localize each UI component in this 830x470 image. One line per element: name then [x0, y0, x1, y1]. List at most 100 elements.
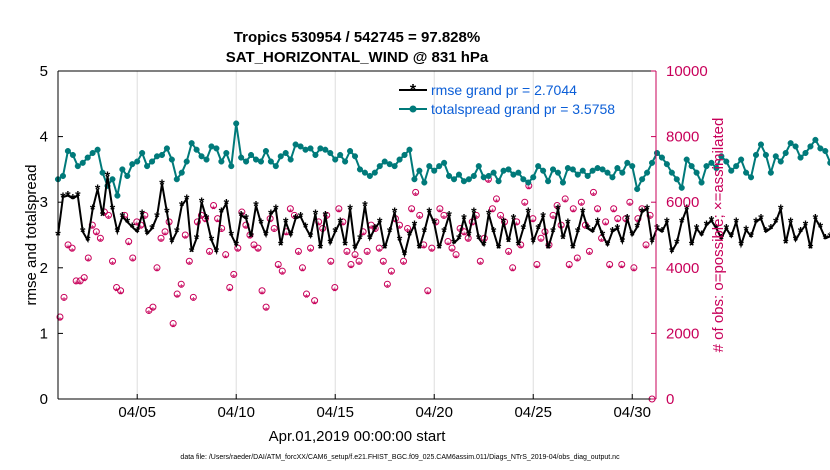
obs-assimilated-point: *: [547, 243, 552, 255]
obs-assimilated-point: *: [478, 260, 483, 272]
obs-assimilated-point: *: [232, 273, 237, 285]
x-tick-label: 04/05: [118, 404, 156, 421]
rmse-point: *: [184, 191, 190, 207]
totalspread-point: [589, 167, 596, 174]
obs-assimilated-point: *: [151, 305, 156, 317]
rmse-point: *: [164, 204, 170, 220]
rmse-point: *: [689, 237, 695, 253]
obs-possible-point: [606, 261, 614, 269]
totalspread-point: [188, 140, 195, 147]
totalspread-point: [129, 161, 136, 168]
obs-assimilated-point: *: [438, 207, 443, 219]
rmse-point: *: [481, 237, 487, 253]
rmse-point: *: [451, 235, 457, 251]
rmse-point: *: [813, 211, 819, 227]
obs-possible-point: [509, 264, 517, 272]
totalspread-point: [411, 176, 418, 183]
obs-assimilated-point: *: [628, 200, 633, 212]
obs-possible-point: [497, 211, 505, 219]
rmse-point: *: [139, 206, 145, 222]
y-axis-label-left: rmse and totalspread: [23, 165, 40, 306]
totalspread-point: [678, 184, 685, 191]
totalspread-point: [614, 165, 621, 172]
obs-possible-point: [84, 254, 92, 262]
rmse-point: *: [362, 197, 368, 213]
rmse-point: *: [357, 230, 363, 246]
obs-assimilated-point: *: [620, 263, 625, 275]
plot-area: [58, 71, 656, 399]
rmse-point: *: [768, 220, 774, 236]
totalspread-point: [762, 151, 769, 159]
rmse-point: *: [709, 213, 715, 229]
obs-possible-point: [60, 293, 68, 301]
rmse-point: *: [565, 215, 571, 231]
rmse-point: *: [308, 228, 314, 244]
obs-possible-point: [492, 195, 500, 203]
totalspread-point: [312, 151, 319, 159]
totalspread-point: [569, 166, 576, 173]
totalspread-point: [559, 179, 566, 186]
rmse-point: *: [199, 194, 205, 210]
totalspread-point: [183, 158, 190, 165]
obs-possible-point: [169, 320, 177, 328]
obs-assimilated-point: *: [349, 263, 354, 275]
rmse-point: *: [753, 214, 759, 230]
obs-possible-point: [347, 261, 355, 269]
obs-assimilated-point: *: [102, 210, 107, 222]
rmse-point: *: [560, 230, 566, 246]
obs-assimilated-point: *: [215, 217, 220, 229]
obs-possible-point: [444, 238, 452, 246]
obs-assimilated-point: *: [644, 243, 649, 255]
totalspread-point: [653, 149, 661, 157]
obs-possible-point: [230, 270, 238, 278]
totalspread-point: [604, 169, 611, 176]
obs-assimilated-point: *: [62, 296, 67, 308]
rmse-point: *: [65, 188, 71, 204]
obs-assimilated-point: *: [616, 217, 621, 229]
obs-assimilated-point: *: [143, 214, 148, 226]
rmse-point: *: [248, 228, 254, 244]
obs-possible-point: [68, 244, 76, 252]
rmse-point: *: [461, 211, 467, 227]
rmse-point: *: [521, 220, 527, 236]
rmse-point: *: [694, 220, 700, 236]
totalspread-point: [134, 158, 141, 165]
totalspread-point: [698, 179, 705, 186]
rmse-point: *: [253, 197, 259, 213]
obs-possible-point: [157, 234, 165, 242]
obs-assimilated-point: *: [131, 256, 136, 268]
obs-assimilated-point: *: [365, 250, 370, 262]
totalspread-point: [351, 153, 359, 160]
obs-possible-point: [355, 257, 363, 265]
rmse-point: *: [506, 234, 512, 250]
totalspread-point: [752, 151, 760, 159]
obs-assimilated-point: *: [466, 237, 471, 249]
y-left-tick-label: 2: [40, 260, 48, 277]
y-left-tick-label: 1: [40, 325, 48, 342]
obs-possible-point: [80, 274, 88, 282]
totalspread-point: [485, 172, 492, 180]
obs-possible-point: [56, 313, 64, 321]
obs-possible-point: [173, 290, 181, 298]
totalspread-point: [163, 145, 170, 152]
totalspread-point: [490, 169, 497, 176]
rmse-point: *: [70, 190, 76, 206]
totalspread-point: [114, 192, 121, 199]
obs-possible-point: [379, 257, 387, 265]
rmse-point: *: [446, 207, 452, 223]
rmse-point: *: [238, 207, 244, 223]
totalspread-point: [792, 143, 799, 150]
obs-assimilated-point: *: [579, 200, 584, 212]
totalspread-point: [436, 163, 443, 170]
obs-possible-point: [193, 218, 201, 226]
obs-assimilated-point: *: [179, 282, 184, 294]
totalspread-point: [267, 158, 274, 165]
legend-rmse-label: rmse grand pr = 2.7044: [431, 82, 577, 98]
totalspread-point: [238, 154, 245, 161]
obs-possible-point: [72, 277, 80, 285]
rmse-point: *: [679, 214, 685, 230]
legend: * rmse grand pr = 2.7044 totalspread gra…: [399, 82, 615, 117]
obs-assimilated-point: *: [199, 214, 204, 226]
rmse-point: *: [367, 230, 373, 246]
rmse-point: *: [412, 217, 418, 233]
